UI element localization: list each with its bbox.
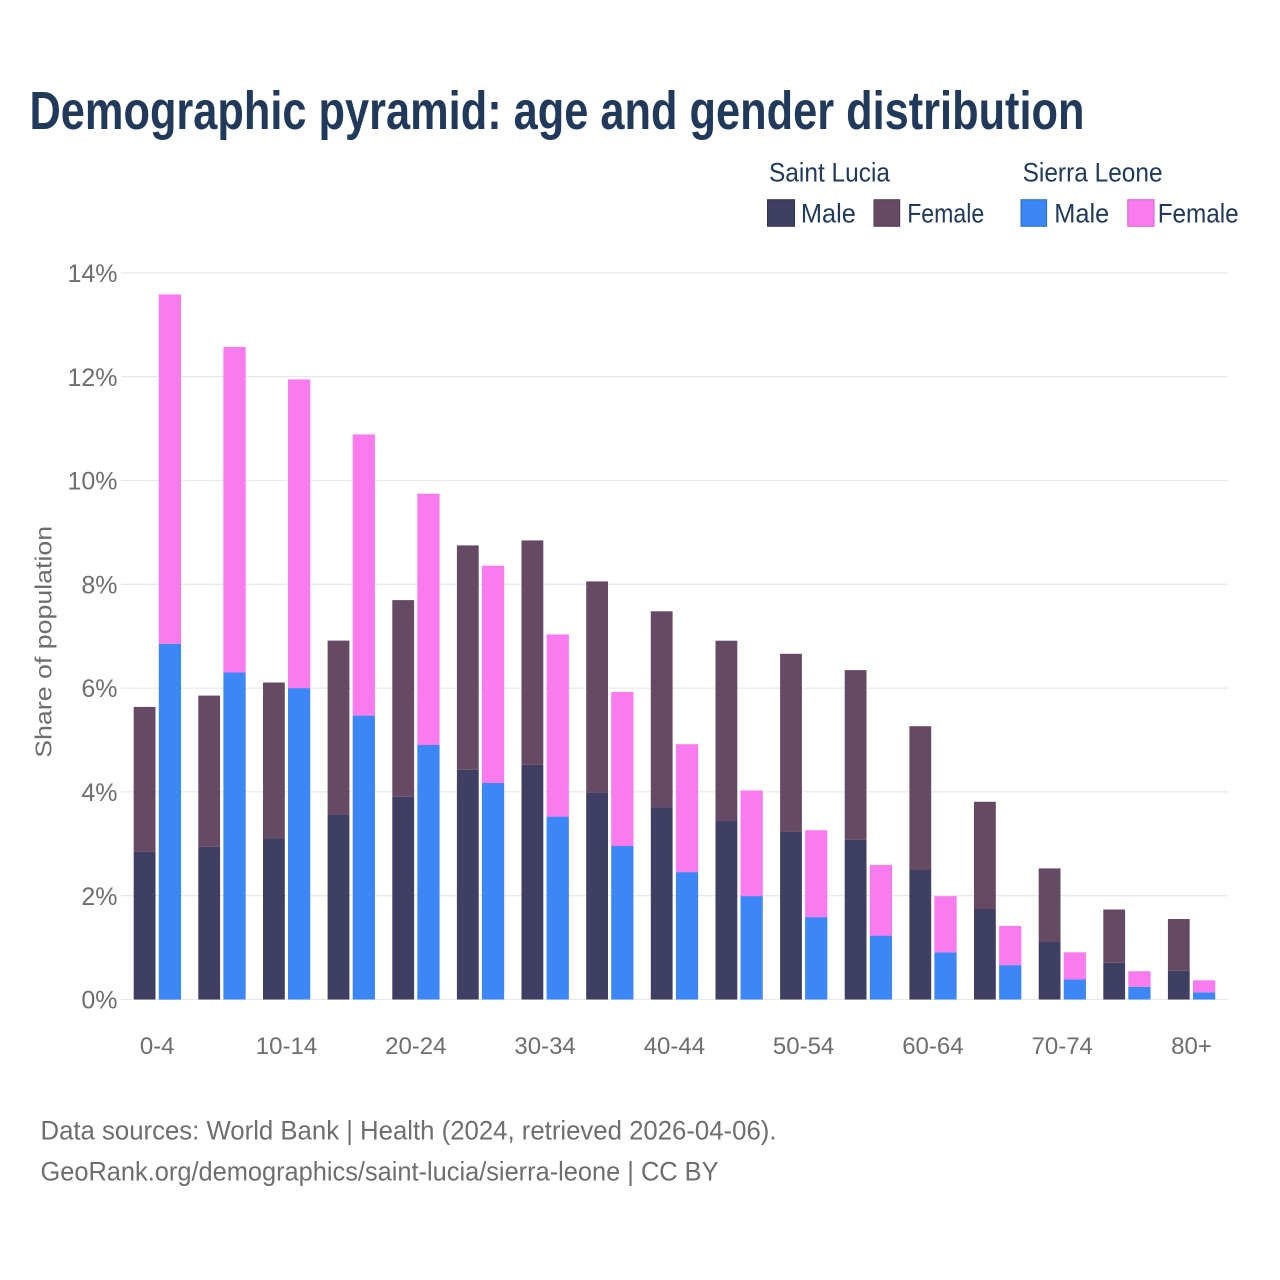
svg-text:Demographic pyramid: age and g: Demographic pyramid: age and gender dist… [30, 81, 1085, 141]
svg-text:Saint Lucia: Saint Lucia [769, 158, 891, 188]
svg-text:30-34: 30-34 [514, 1033, 575, 1060]
svg-text:70-74: 70-74 [1032, 1033, 1093, 1060]
svg-text:Data sources: World Bank | Hea: Data sources: World Bank | Health (2024,… [41, 1116, 777, 1146]
svg-text:14%: 14% [67, 260, 117, 288]
svg-text:Male: Male [801, 198, 856, 228]
svg-text:10%: 10% [67, 468, 117, 496]
svg-text:20-24: 20-24 [385, 1033, 446, 1060]
svg-text:0%: 0% [81, 987, 117, 1015]
svg-text:12%: 12% [67, 364, 117, 392]
svg-text:Female: Female [907, 198, 984, 228]
svg-text:8%: 8% [81, 571, 117, 599]
svg-text:Share of population: Share of population [31, 526, 57, 758]
svg-text:60-64: 60-64 [902, 1033, 963, 1060]
svg-text:4%: 4% [81, 779, 117, 807]
svg-text:80+: 80+ [1171, 1033, 1212, 1060]
svg-text:10-14: 10-14 [256, 1033, 317, 1060]
svg-text:Female: Female [1158, 198, 1239, 228]
svg-text:GeoRank.org/demographics/saint: GeoRank.org/demographics/saint-lucia/sie… [41, 1157, 719, 1187]
svg-text:2%: 2% [81, 883, 117, 911]
svg-text:0-4: 0-4 [140, 1033, 175, 1060]
svg-text:6%: 6% [81, 675, 117, 703]
svg-text:50-54: 50-54 [773, 1033, 834, 1060]
svg-text:40-44: 40-44 [644, 1033, 705, 1060]
svg-text:Sierra Leone: Sierra Leone [1023, 158, 1163, 188]
svg-text:Male: Male [1054, 198, 1109, 228]
